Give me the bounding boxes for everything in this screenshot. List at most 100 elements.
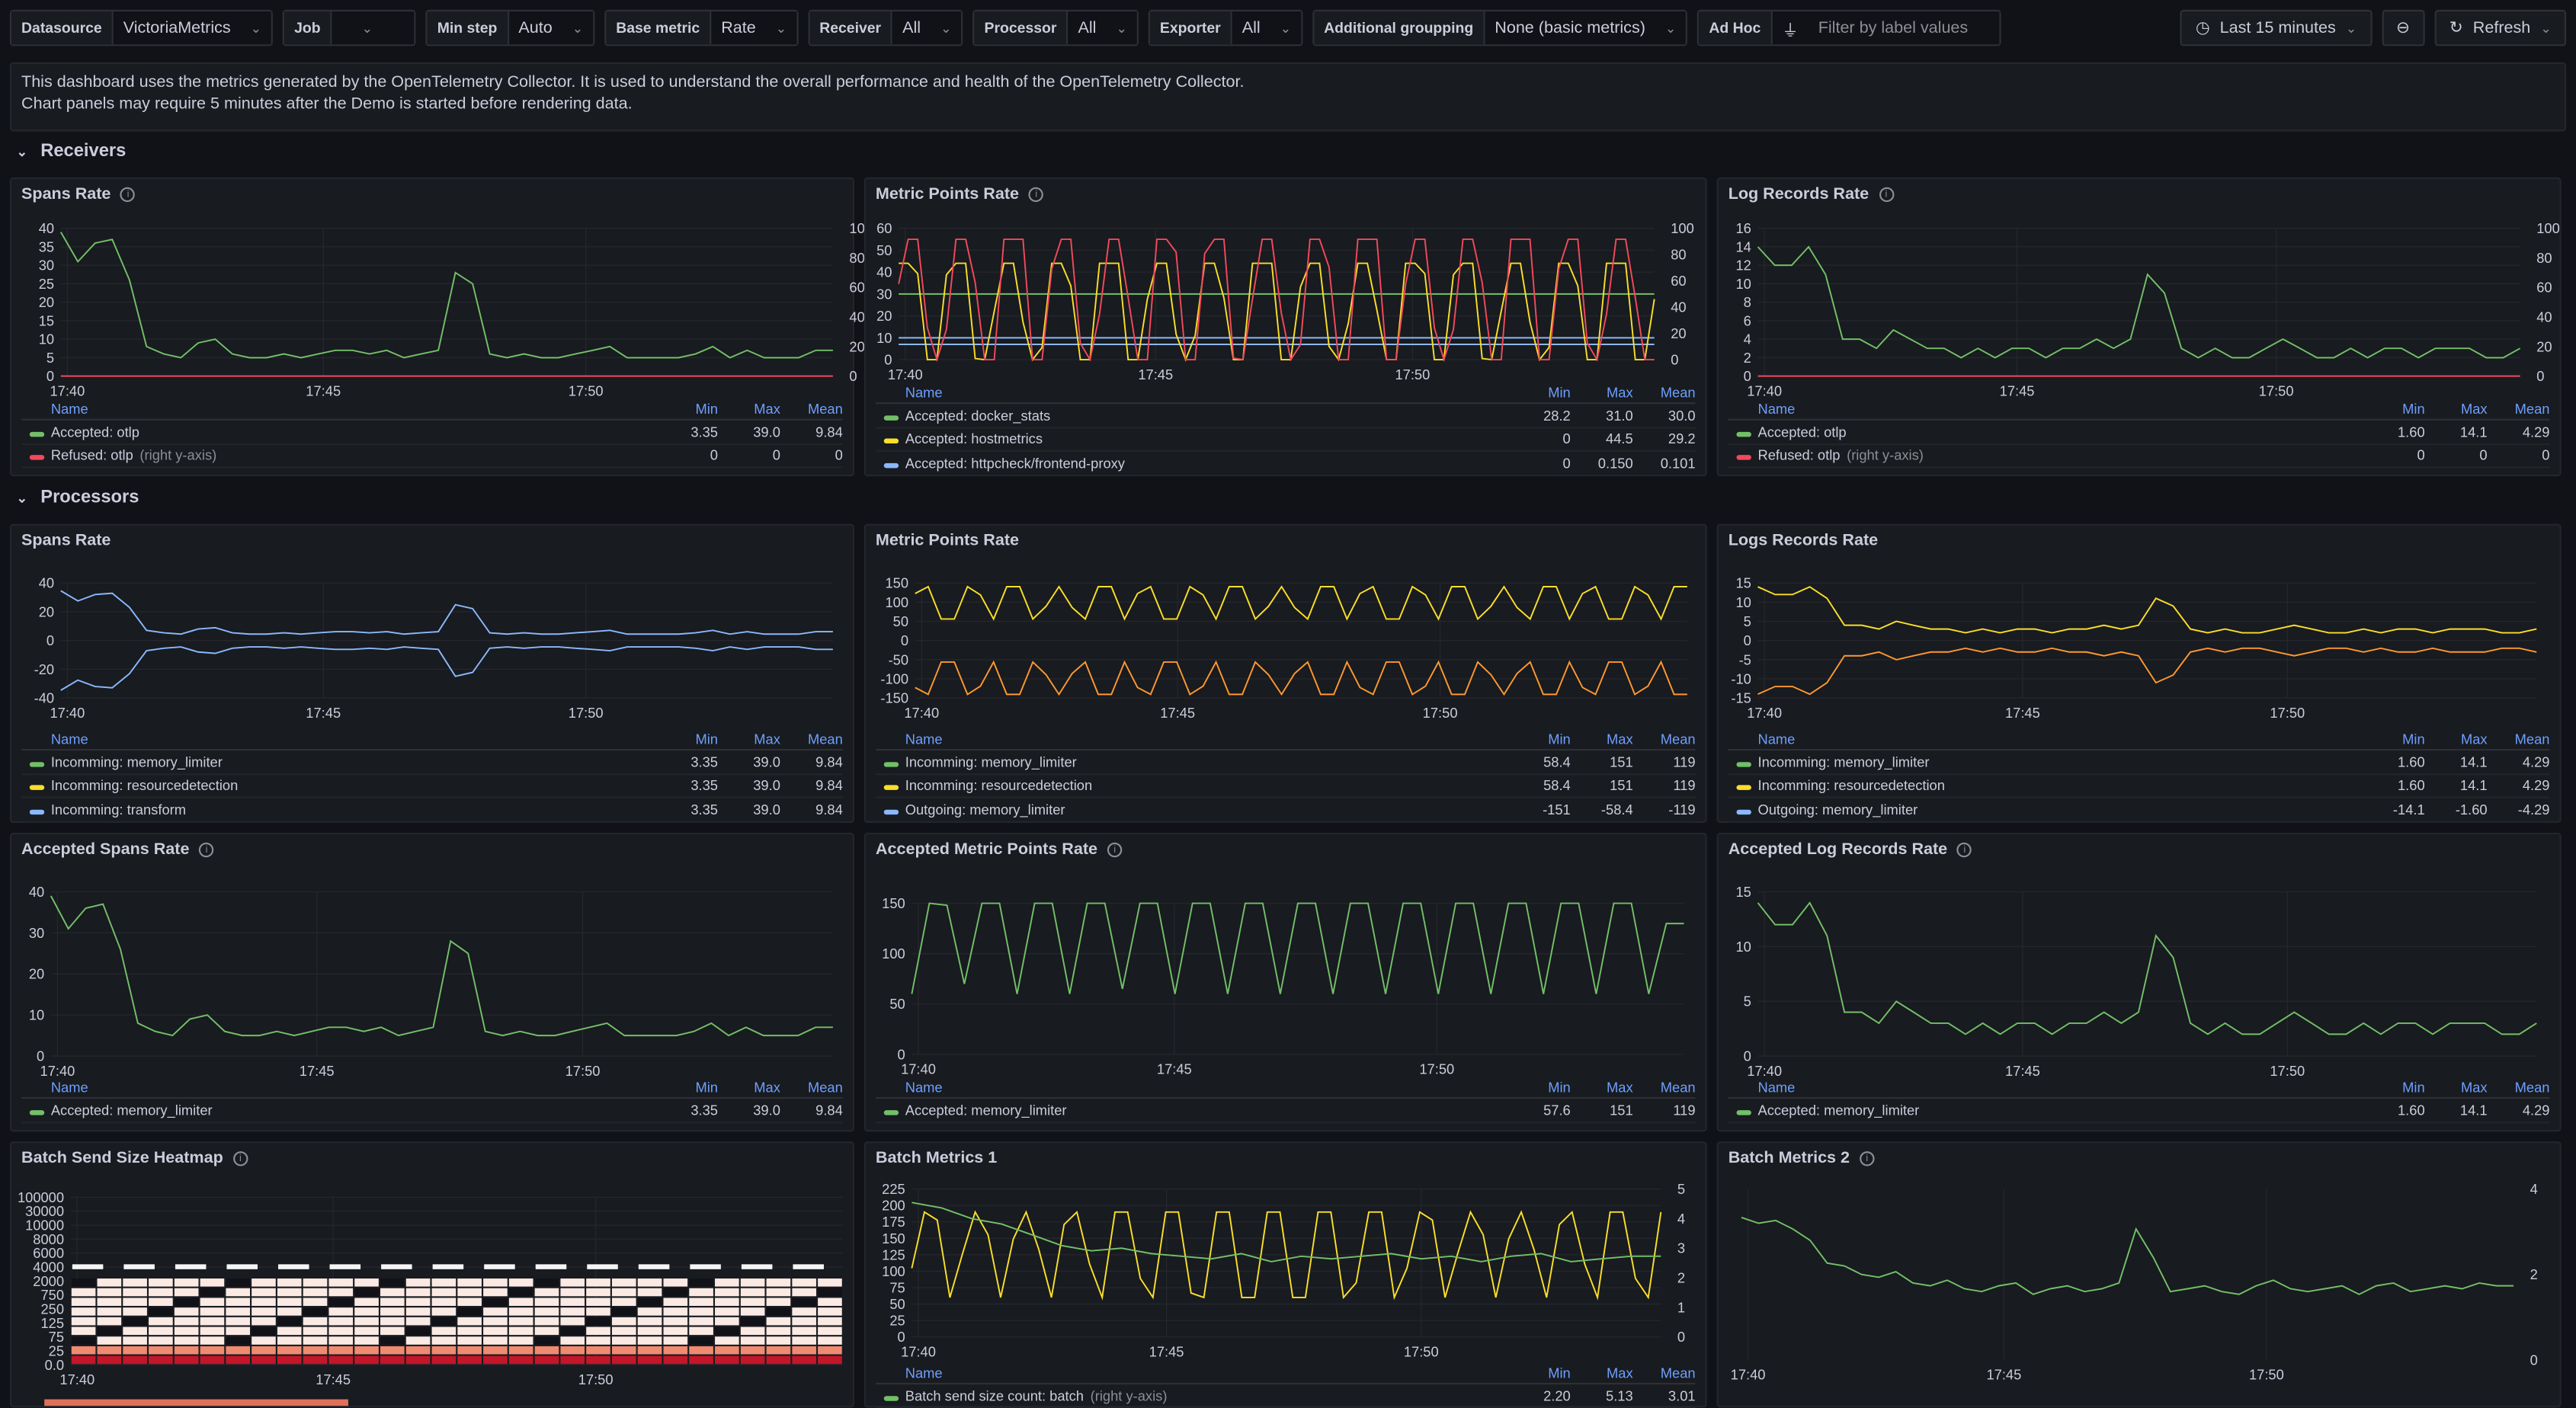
heatmap-cell bbox=[277, 1346, 302, 1355]
legend-col-min[interactable]: Min bbox=[1548, 384, 1571, 401]
legend-col-min[interactable]: Min bbox=[2402, 1079, 2425, 1096]
legend-col-name[interactable]: Name bbox=[905, 1079, 943, 1096]
row-processors[interactable]: ⌄ Processors bbox=[17, 488, 139, 507]
panel-title[interactable]: Logs Records Rate bbox=[1729, 532, 1878, 550]
legend-item[interactable]: Incomming: resourcedetection 3.35 39.0 9.84 bbox=[21, 774, 843, 798]
variable-select[interactable]: VictoriaMetrics ⌄ bbox=[113, 11, 271, 45]
panel-title[interactable]: Spans Rate bbox=[21, 532, 111, 550]
legend-item[interactable]: Incomming: memory_limiter 3.35 39.0 9.84 bbox=[21, 750, 843, 775]
info-icon[interactable]: i bbox=[1107, 842, 1123, 858]
legend-col-max[interactable]: Max bbox=[1607, 731, 1633, 747]
legend-item[interactable]: Accepted: docker_stats 28.2 31.0 30.0 bbox=[875, 404, 1696, 428]
legend-item[interactable]: Accepted: otlp 3.35 39.0 9.84 bbox=[21, 421, 843, 445]
legend-col-max[interactable]: Max bbox=[1607, 1079, 1633, 1096]
legend-col-name[interactable]: Name bbox=[50, 731, 88, 747]
legend-item[interactable]: Accepted: memory_limiter 57.6 151 119 bbox=[875, 1099, 1696, 1123]
heatmap-cell bbox=[303, 1326, 328, 1336]
legend-item[interactable]: Accepted: memory_limiter 3.35 39.0 9.84 bbox=[21, 1099, 843, 1123]
legend-col-max[interactable]: Max bbox=[2460, 1079, 2488, 1096]
legend-col-min[interactable]: Min bbox=[695, 1079, 718, 1096]
legend-item[interactable]: Outgoing: memory_limiter -14.1 -1.60 -4.29 bbox=[1728, 798, 2550, 822]
legend-col-mean[interactable]: Mean bbox=[1660, 384, 1696, 401]
legend-col-min[interactable]: Min bbox=[695, 731, 718, 747]
legend-col-name[interactable]: Name bbox=[50, 1079, 88, 1096]
legend-item[interactable]: Accepted: memory_limiter 1.60 14.1 4.29 bbox=[1728, 1099, 2550, 1123]
panel-title[interactable]: Accepted Log Records Rate i bbox=[1729, 841, 1972, 859]
panel-title[interactable]: Metric Points Rate bbox=[876, 532, 1019, 550]
panel-title[interactable]: Batch Metrics 2 i bbox=[1729, 1150, 1875, 1168]
refresh-button[interactable]: ↻ Refresh ⌄ bbox=[2434, 9, 2567, 46]
adhoc-filter-input[interactable]: Filter by label values bbox=[1818, 18, 1969, 37]
legend-col-mean[interactable]: Mean bbox=[807, 731, 843, 747]
legend-col-name[interactable]: Name bbox=[1757, 1079, 1796, 1096]
legend-col-mean[interactable]: Mean bbox=[2514, 400, 2550, 418]
info-icon[interactable]: i bbox=[1879, 187, 1894, 203]
row-receivers[interactable]: ⌄ Receivers bbox=[17, 141, 127, 161]
legend-item[interactable]: Refused: otlp (right y-axis) 0 0 0 bbox=[21, 444, 843, 469]
info-icon[interactable]: i bbox=[120, 187, 136, 203]
legend-col-max[interactable]: Max bbox=[754, 1079, 780, 1096]
legend-col-min[interactable]: Min bbox=[1548, 1079, 1571, 1096]
info-icon[interactable]: i bbox=[1957, 842, 1972, 858]
legend-col-max[interactable]: Max bbox=[2460, 400, 2488, 418]
legend-col-name[interactable]: Name bbox=[50, 400, 88, 418]
heatmap-cell bbox=[637, 1278, 662, 1287]
legend-col-max[interactable]: Max bbox=[754, 400, 780, 418]
variable-select[interactable]: Auto ⌄ bbox=[508, 11, 594, 45]
legend-col-max[interactable]: Max bbox=[1607, 1365, 1633, 1381]
info-icon[interactable]: i bbox=[232, 1151, 248, 1166]
legend-item[interactable]: Accepted: otlp 1.60 14.1 4.29 bbox=[1728, 421, 2550, 445]
panel-title[interactable]: Log Records Rate i bbox=[1729, 186, 1894, 203]
info-icon[interactable]: i bbox=[1859, 1151, 1875, 1166]
legend-col-mean[interactable]: Mean bbox=[1660, 1365, 1696, 1381]
variable-select[interactable]: All ⌄ bbox=[892, 11, 962, 45]
legend-item[interactable]: Accepted: httpcheck/frontend-proxy 0 0.150… bbox=[875, 452, 1696, 476]
legend-item[interactable]: Incomming: transform 3.35 39.0 9.84 bbox=[21, 798, 843, 822]
legend-item[interactable]: Incomming: resourcedetection 58.4 151 119 bbox=[875, 774, 1696, 798]
legend-col-max[interactable]: Max bbox=[2460, 731, 2488, 747]
heatmap-cell bbox=[818, 1346, 842, 1355]
legend-col-min[interactable]: Min bbox=[1548, 1365, 1571, 1381]
legend-col-mean[interactable]: Mean bbox=[2514, 1079, 2550, 1096]
legend-col-mean[interactable]: Mean bbox=[1660, 1079, 1696, 1096]
panel-title[interactable]: Accepted Metric Points Rate i bbox=[876, 841, 1123, 859]
legend-col-mean[interactable]: Mean bbox=[807, 400, 843, 418]
variable-select[interactable]: ⌄ bbox=[332, 11, 415, 45]
legend-item[interactable]: Outgoing: memory_limiter -151 -58.4 -119 bbox=[875, 798, 1696, 822]
legend-col-min[interactable]: Min bbox=[1548, 731, 1571, 747]
info-icon[interactable]: i bbox=[1028, 187, 1044, 203]
legend-col-name[interactable]: Name bbox=[1757, 400, 1796, 418]
variable-select[interactable]: All ⌄ bbox=[1068, 11, 1137, 45]
variable-select[interactable]: ⏚ Filter by label values bbox=[1772, 11, 1999, 45]
info-icon[interactable]: i bbox=[199, 842, 214, 858]
panel-title[interactable]: Metric Points Rate i bbox=[876, 186, 1044, 203]
legend-item[interactable]: Batch send size count: batch (right y-axi… bbox=[875, 1384, 1696, 1408]
legend-col-mean[interactable]: Mean bbox=[807, 1079, 843, 1096]
legend-col-max[interactable]: Max bbox=[754, 731, 780, 747]
legend-item[interactable]: Incomming: memory_limiter 58.4 151 119 bbox=[875, 750, 1696, 775]
legend-col-mean[interactable]: Mean bbox=[2514, 731, 2550, 747]
legend-col-min[interactable]: Min bbox=[2402, 400, 2425, 418]
panel-title[interactable]: Accepted Spans Rate i bbox=[21, 841, 214, 859]
legend-col-max[interactable]: Max bbox=[1607, 384, 1633, 401]
legend-col-name[interactable]: Name bbox=[905, 384, 943, 401]
legend-item[interactable]: Incomming: memory_limiter 1.60 14.1 4.29 bbox=[1728, 750, 2550, 775]
legend-item[interactable]: Accepted: hostmetrics 0 44.5 29.2 bbox=[875, 428, 1696, 452]
variable-select[interactable]: Rate ⌄ bbox=[711, 11, 797, 45]
panel-title[interactable]: Spans Rate i bbox=[21, 186, 136, 203]
legend-col-mean[interactable]: Mean bbox=[1660, 731, 1696, 747]
legend-item[interactable]: Incomming: resourcedetection 1.60 14.1 4.29 bbox=[1728, 774, 2550, 798]
series-color bbox=[883, 1109, 899, 1115]
panel-title[interactable]: Batch Send Size Heatmap i bbox=[21, 1150, 248, 1168]
legend-col-name[interactable]: Name bbox=[1757, 731, 1796, 747]
variable-select[interactable]: None (basic metrics) ⌄ bbox=[1485, 11, 1687, 45]
legend-col-name[interactable]: Name bbox=[905, 731, 943, 747]
panel-title[interactable]: Batch Metrics 1 bbox=[876, 1150, 997, 1168]
legend-item[interactable]: Refused: otlp (right y-axis) 0 0 0 bbox=[1728, 444, 2550, 469]
zoom-out-button[interactable]: ⊖ bbox=[2381, 9, 2425, 46]
legend-col-name[interactable]: Name bbox=[905, 1365, 943, 1381]
variable-select[interactable]: All ⌄ bbox=[1232, 11, 1301, 45]
time-picker[interactable]: ◷ Last 15 minutes ⌄ bbox=[2180, 9, 2372, 46]
legend-col-min[interactable]: Min bbox=[2402, 731, 2425, 747]
legend-col-min[interactable]: Min bbox=[695, 400, 718, 418]
